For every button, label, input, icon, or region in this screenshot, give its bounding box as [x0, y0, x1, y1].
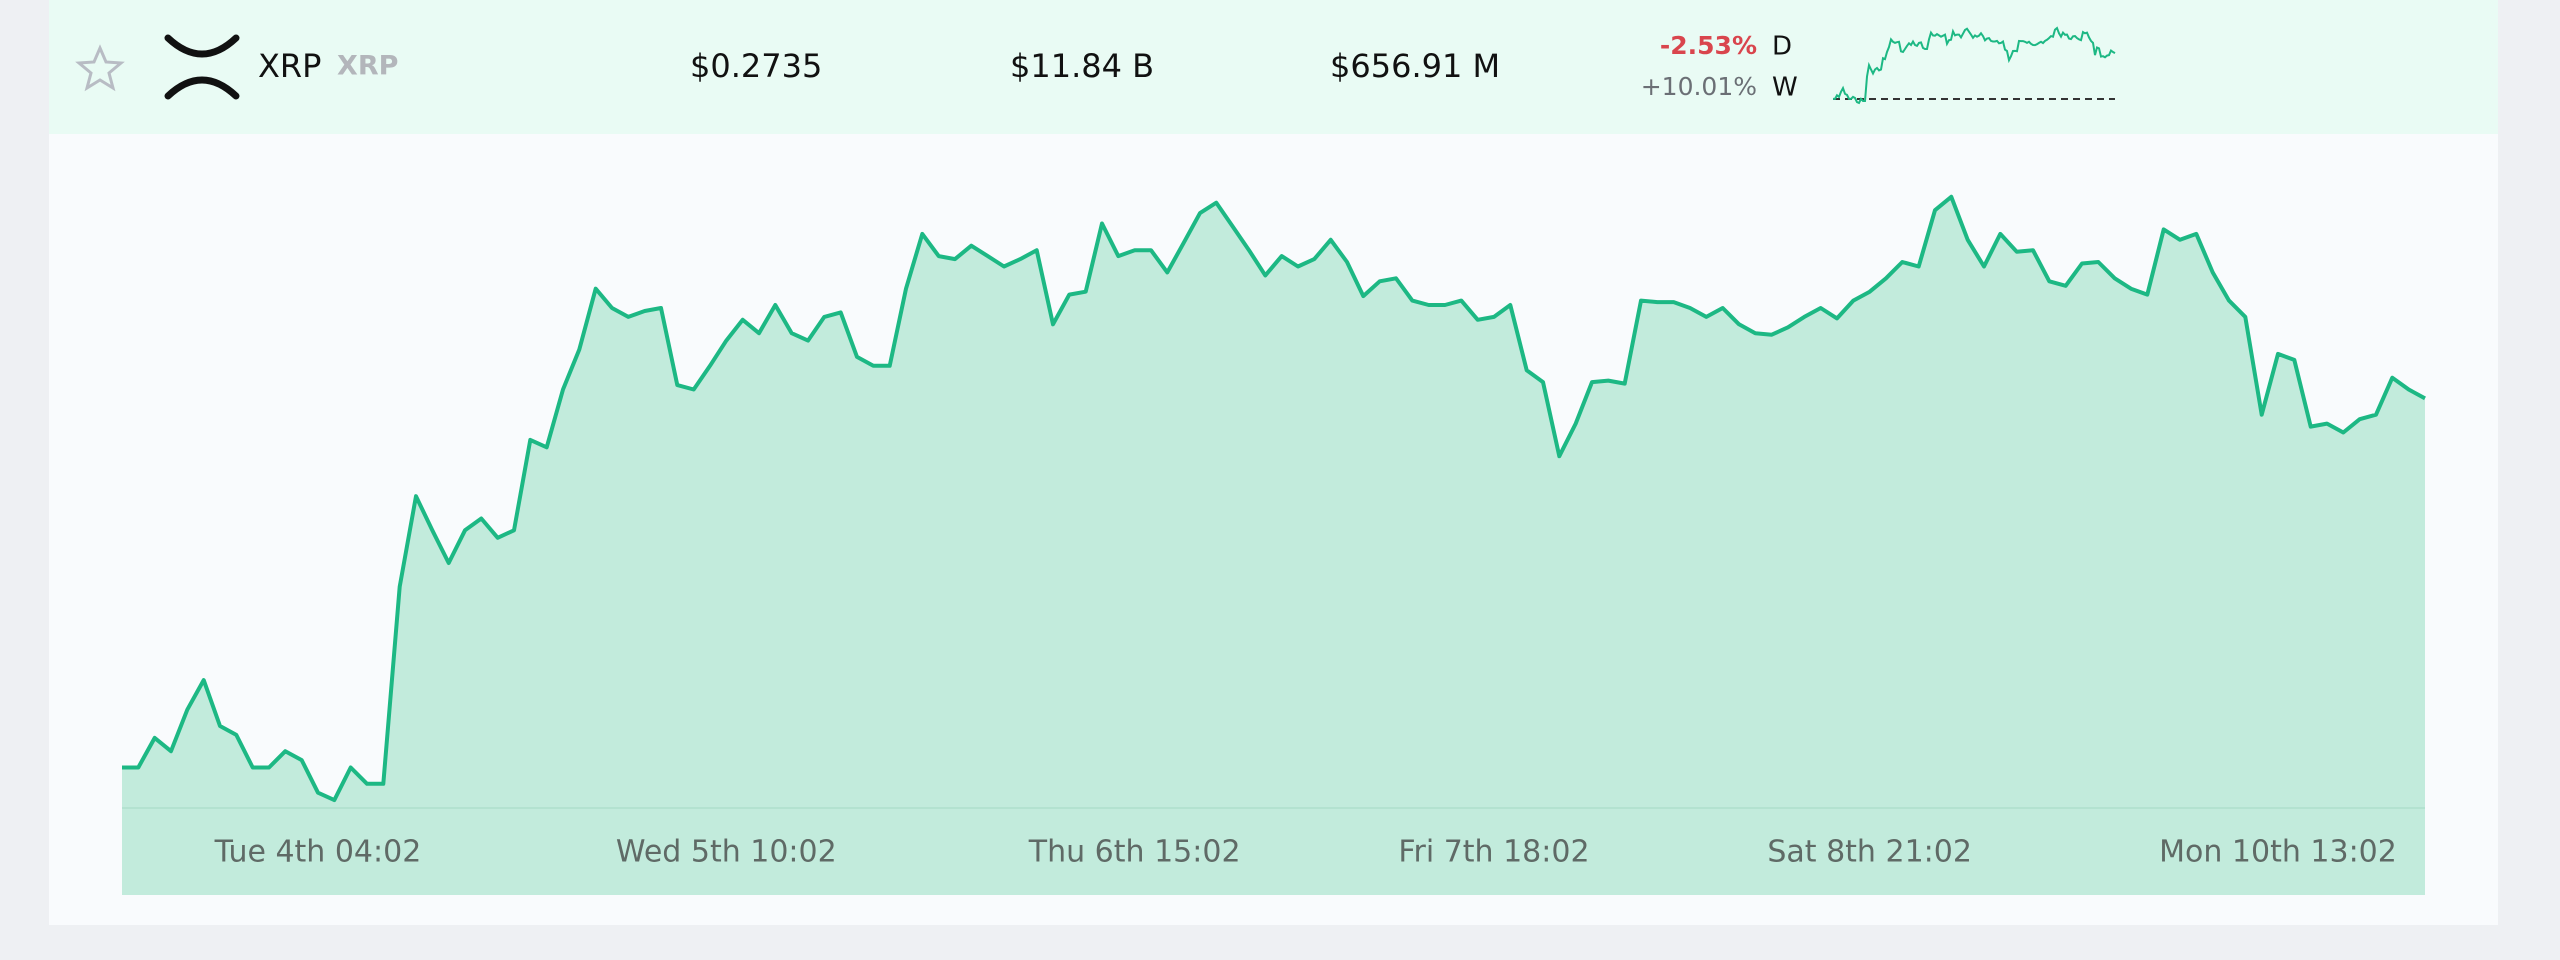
day-label: D	[1772, 32, 1792, 62]
week-label: W	[1772, 73, 1798, 103]
day-change: -2.53%	[1660, 31, 1757, 60]
x-tick-label: Sat 8th 21:02	[1767, 835, 1972, 870]
x-tick-label: Tue 4th 04:02	[214, 835, 422, 870]
xrp-logo	[164, 34, 240, 100]
volume: $656.91 M	[1330, 47, 1500, 85]
price: $0.2735	[690, 47, 822, 85]
area-fill	[122, 196, 2425, 896]
asset-symbol: XRP	[337, 51, 398, 82]
x-tick-label: Fri 7th 18:02	[1398, 835, 1589, 870]
price-line	[122, 194, 2426, 803]
market-cap: $11.84 B	[1010, 47, 1154, 85]
favorite-star[interactable]	[75, 44, 125, 92]
x-tick-label: Wed 5th 10:02	[616, 835, 837, 870]
week-change: +10.01%	[1641, 72, 1757, 101]
asset-row[interactable]	[49, 0, 2498, 134]
x-tick-label: Mon 10th 13:02	[2159, 835, 2397, 870]
x-tick-label: Thu 6th 15:02	[1028, 835, 1241, 870]
sparkline	[1833, 26, 2116, 105]
asset-name[interactable]: XRP	[258, 47, 321, 85]
